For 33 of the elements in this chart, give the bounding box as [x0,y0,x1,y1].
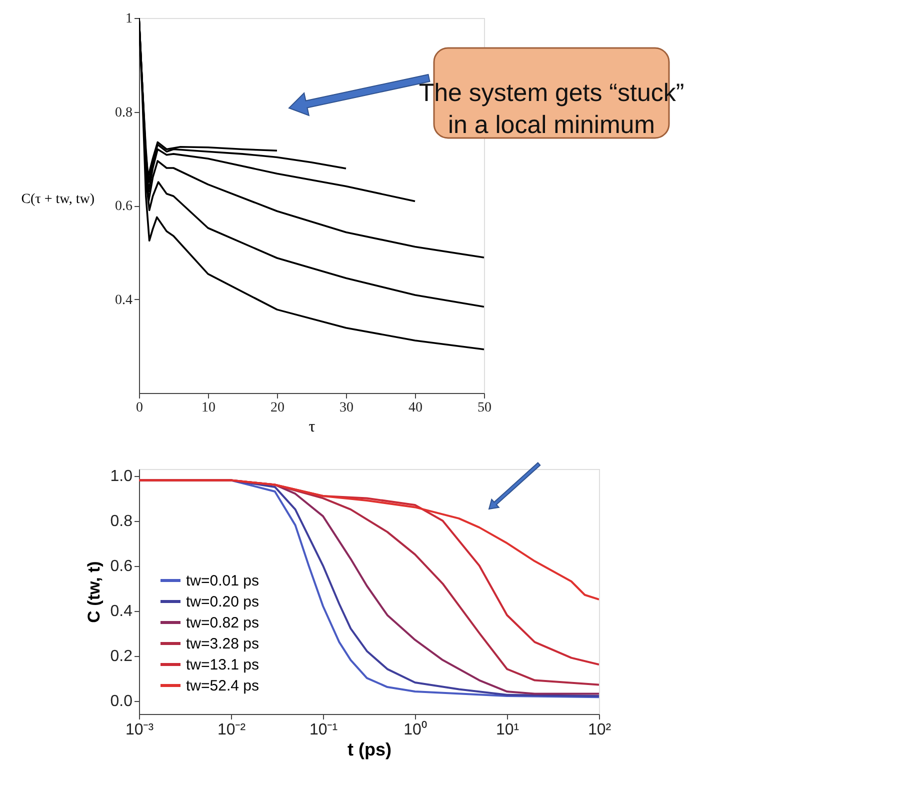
y-tick-label: 0.8 [110,513,133,530]
x-tick-label: 10⁰ [404,720,428,738]
legend-label: tw=0.01 ps [186,572,259,590]
x-tick-label: 10¹ [496,722,520,738]
y-tick-label: 0.4 [110,603,133,620]
y-tick-label: 0.8 [115,105,132,120]
x-axis-title: t (ps) [348,740,392,760]
y-tick-label: 0.6 [110,558,133,576]
x-tick-label: 10² [588,722,612,738]
y-axis-title: C(τ + tw, tw) [21,192,95,207]
x-tick-label: 40 [408,400,422,416]
legend-label: tw=13.1 ps [186,656,259,674]
x-tick-label: 10⁻² [217,722,246,738]
x-tick-label: 10⁻¹ [309,722,338,738]
x-tick-label: 50 [478,400,492,416]
y-tick-label: 0.0 [110,693,133,710]
x-tick-label: 10 [202,400,216,416]
legend-label: tw=0.20 ps [186,594,259,610]
legend-label: tw=3.28 ps [186,636,259,652]
legend-label: tw=0.82 ps [186,614,259,632]
y-tick-label: 0.4 [115,292,132,308]
y-tick-label: 1 [126,12,132,26]
x-tick-label: 20 [270,400,284,416]
x-axis-title: τ [308,418,316,436]
legend-label: tw=52.4 ps [186,678,259,694]
x-tick-label: 0 [136,400,143,416]
x-tick-label: 30 [340,400,354,416]
y-tick-label: 1.0 [110,468,133,486]
x-tick-label: 10⁻³ [125,722,154,738]
annotation: The system gets “stuck” in a local minimum [418,79,684,139]
y-tick-label: 0.6 [115,199,132,214]
y-axis-title: C (tw, t) [84,561,104,623]
y-tick-label: 0.2 [110,648,133,666]
